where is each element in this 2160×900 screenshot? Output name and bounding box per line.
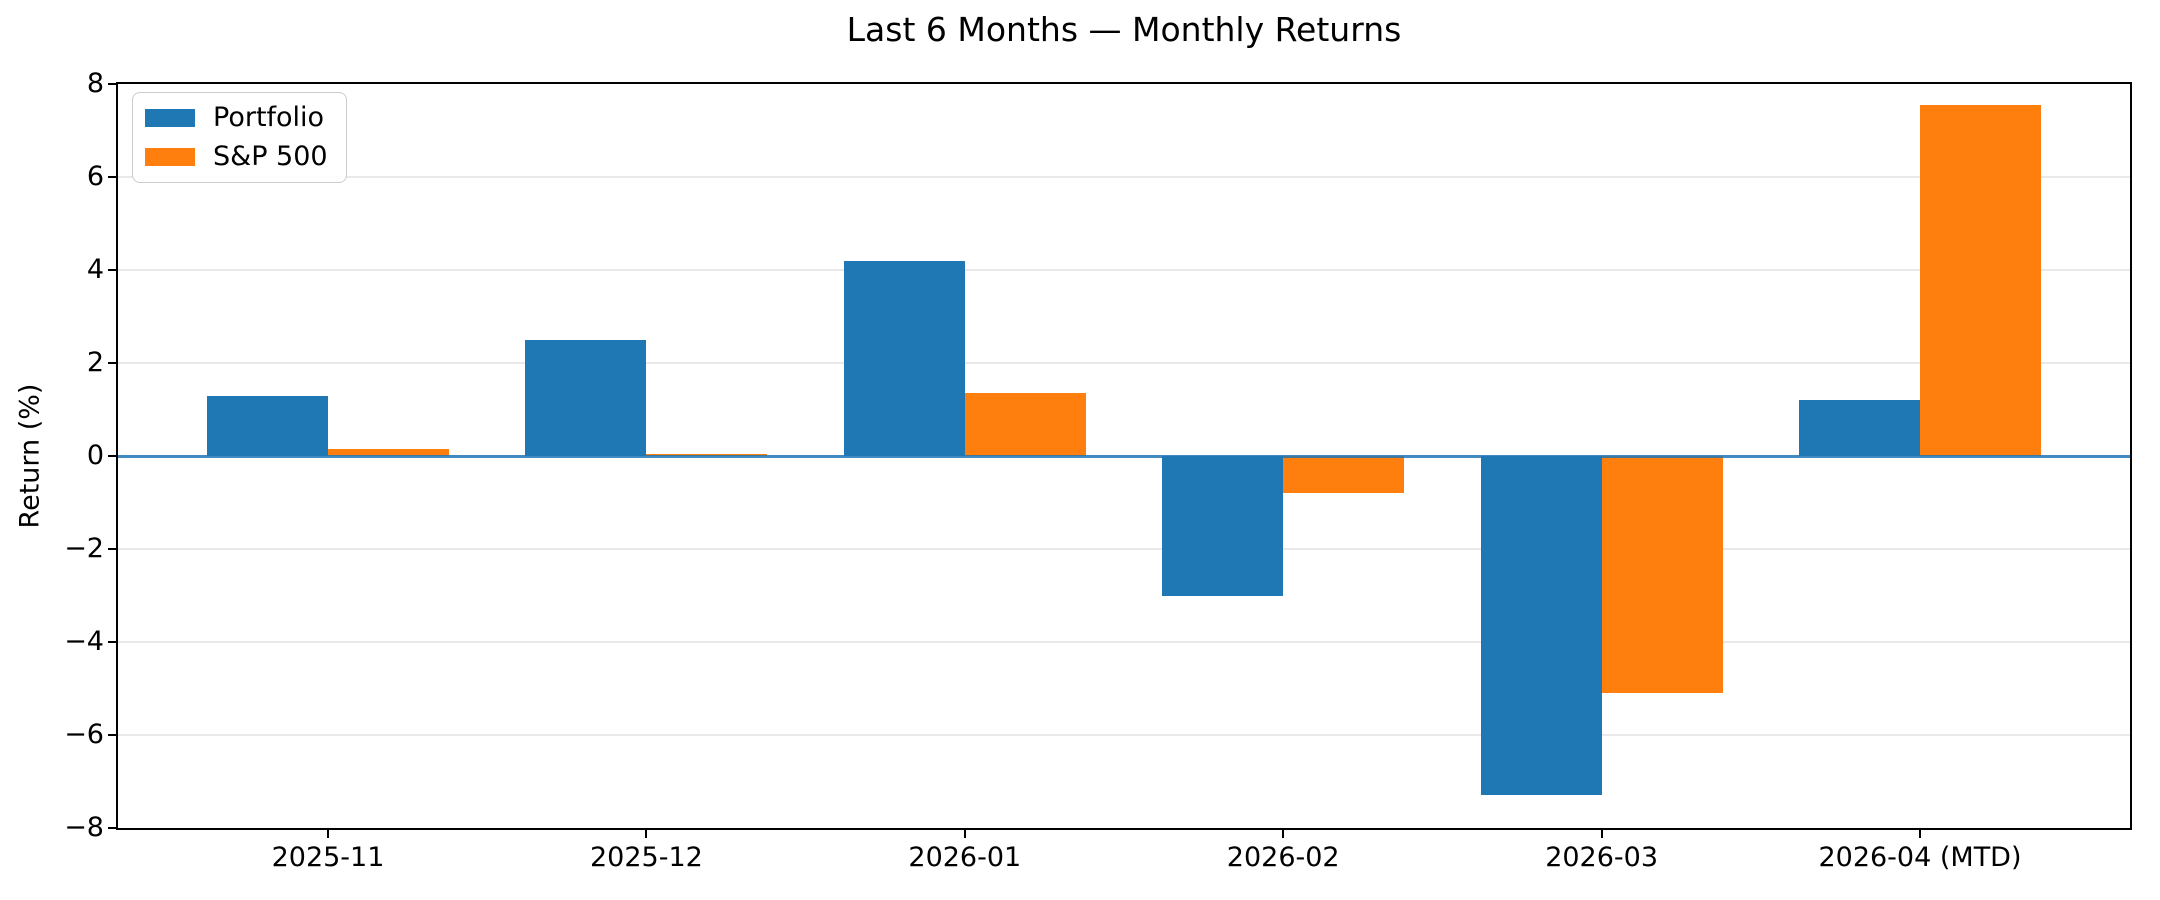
x-tick-mark [1282,830,1285,838]
x-tick-mark [1919,830,1921,838]
y-tick-label: 6 [86,161,104,192]
bar-portfolio-2026-02 [1162,456,1284,596]
plot-area: Portfolio S&P 500 [108,82,2132,838]
bar-portfolio-2026-03 [1480,456,1602,796]
bar-portfolio-2025-11 [207,395,328,456]
bar-sp500-2026-02 [1283,456,1405,494]
y-tick-label: −4 [64,626,104,657]
x-tick-label: 2025-12 [589,842,703,873]
y-tick-mark [108,827,116,829]
bar-portfolio-2025-12 [525,339,647,456]
legend: Portfolio S&P 500 [132,92,347,183]
y-tick-label: −6 [64,719,104,750]
y-tick-label: −2 [64,533,104,564]
y-tick-mark [108,455,116,457]
bar-sp500-2025-12 [646,453,768,456]
y-tick-label: −8 [64,812,104,843]
bar-portfolio-2026-01 [843,260,965,456]
gridline-y4 [118,269,2130,271]
y-tick-mark [108,641,116,643]
y-tick-mark [108,176,116,178]
chart-title: Last 6 Months — Monthly Returns [846,10,1402,49]
gridline-y-4 [118,641,2130,643]
legend-swatch-portfolio [145,109,195,127]
gridline-y-6 [118,734,2130,736]
bar-sp500-2026-03 [1601,456,1723,694]
y-tick-mark [108,362,116,364]
bar-portfolio-2026-04-mtd- [1799,400,1920,456]
gridline-y2 [118,362,2130,364]
bar-sp500-2026-04-mtd- [1920,104,2041,456]
x-tick-label: 2026-02 [1226,842,1340,873]
bar-sp500-2026-01 [964,393,1086,456]
y-tick-label: 0 [86,440,104,471]
zero-line [118,455,2130,458]
y-tick-mark [108,269,116,271]
y-tick-mark [108,734,116,736]
x-tick-mark [327,830,329,838]
y-tick-mark [108,548,116,550]
y-tick-label: 4 [86,254,104,285]
bar-sp500-2025-11 [328,449,449,456]
gridline-y-2 [118,548,2130,550]
x-tick-label: 2026-04 (MTD) [1818,842,2022,873]
legend-swatch-sp500 [145,148,195,166]
x-tick-mark [645,830,648,838]
gridline-y6 [118,176,2130,178]
legend-label-portfolio: Portfolio [213,102,325,133]
legend-label-sp500: S&P 500 [213,141,328,172]
x-tick-mark [963,830,966,838]
legend-row-portfolio: Portfolio [145,103,328,133]
x-tick-label: 2026-03 [1545,842,1658,873]
y-tick-label: 8 [86,68,104,99]
x-tick-label: 2025-11 [271,842,385,873]
y-tick-mark [108,83,116,85]
x-tick-label: 2026-01 [908,842,1022,873]
y-tick-label: 2 [86,347,104,378]
legend-row-sp500: S&P 500 [145,142,328,172]
x-tick-mark [1600,830,1603,838]
